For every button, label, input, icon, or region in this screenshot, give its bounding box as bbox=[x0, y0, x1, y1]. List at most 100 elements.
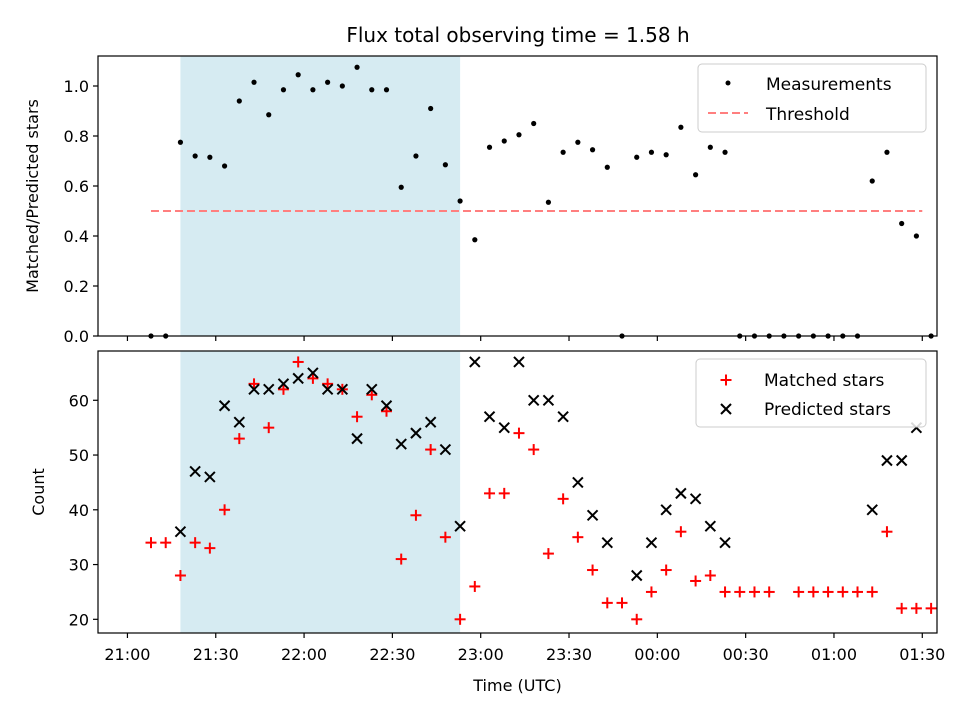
xtick-label: 22:30 bbox=[369, 645, 415, 664]
matched-star-point bbox=[366, 389, 378, 401]
predicted-star-point bbox=[263, 383, 275, 396]
measurement-point bbox=[177, 139, 184, 145]
matched-star-point bbox=[866, 586, 878, 598]
bottom-legend-box bbox=[695, 358, 927, 428]
measurement-point bbox=[442, 162, 448, 168]
xtick-label: 00:30 bbox=[723, 645, 769, 664]
measurement-point bbox=[663, 152, 669, 158]
matched-star-point bbox=[557, 493, 569, 505]
matched-star-point bbox=[881, 526, 893, 538]
matched-star-point bbox=[910, 602, 922, 614]
matched-star-point bbox=[675, 526, 687, 538]
predicted-star-point bbox=[218, 400, 231, 412]
matched-star-point bbox=[542, 548, 554, 560]
predicted-star-point bbox=[498, 421, 510, 434]
legend-marker-measurements bbox=[725, 80, 731, 86]
top-ytick-label: 0.8 bbox=[64, 127, 89, 146]
predicted-star-point bbox=[586, 509, 599, 521]
matched-star-point bbox=[174, 570, 186, 582]
bottom-ytick-label: 30 bbox=[69, 556, 89, 575]
matched-star-point bbox=[690, 575, 702, 587]
predicted-star-point bbox=[704, 520, 717, 532]
measurement-point bbox=[693, 172, 699, 178]
predicted-star-point bbox=[527, 394, 540, 406]
xtick-label: 21:00 bbox=[104, 645, 150, 664]
predicted-star-point bbox=[542, 394, 555, 406]
legend-plus-marker bbox=[720, 374, 732, 386]
matched-star-point bbox=[601, 597, 613, 609]
measurement-point bbox=[369, 87, 375, 93]
top-ytick-label: 1.0 bbox=[64, 77, 89, 96]
matched-star-point bbox=[498, 487, 510, 499]
matched-star-point bbox=[189, 537, 201, 549]
xtick-label: 00:00 bbox=[634, 645, 680, 664]
matched-star-point bbox=[616, 597, 628, 609]
predicted-star-point bbox=[469, 356, 481, 368]
predicted-star-point bbox=[174, 525, 187, 538]
predicted-star-point bbox=[557, 411, 569, 423]
predicted-star-point bbox=[410, 427, 422, 439]
matched-star-point bbox=[528, 444, 540, 456]
legend-x-marker bbox=[720, 403, 732, 415]
matched-star-point bbox=[704, 570, 716, 582]
measurement-point bbox=[604, 164, 610, 170]
predicted-star-point bbox=[366, 383, 378, 396]
top-ytick-label: 0.4 bbox=[64, 227, 89, 246]
measurement-point bbox=[516, 132, 522, 138]
bottom-ytick-label: 60 bbox=[69, 391, 89, 410]
measurement-point bbox=[589, 147, 596, 153]
matched-star-point bbox=[645, 586, 657, 598]
predicted-star-point bbox=[277, 378, 290, 390]
top-shaded-region bbox=[180, 56, 461, 336]
top-ytick-label: 0.0 bbox=[64, 327, 89, 346]
xtick-label: 21:30 bbox=[193, 645, 239, 664]
matched-star-point bbox=[896, 602, 908, 614]
measurement-point bbox=[501, 138, 507, 144]
matched-star-point bbox=[837, 586, 849, 598]
predicted-star-point bbox=[336, 383, 349, 396]
chart-title: Flux total observing time = 1.58 h bbox=[346, 23, 689, 47]
matched-star-point bbox=[454, 613, 466, 625]
measurement-point bbox=[207, 154, 213, 160]
measurement-point bbox=[413, 153, 419, 159]
matched-star-point bbox=[587, 564, 599, 576]
measurement-point bbox=[531, 120, 537, 127]
top-legend: Measurements Threshold bbox=[697, 63, 927, 133]
measurement-point bbox=[236, 98, 242, 104]
matched-star-point bbox=[425, 444, 437, 456]
measurement-point bbox=[472, 237, 478, 243]
bottom-legend: Matched stars Predicted stars bbox=[695, 358, 927, 428]
legend-label-threshold: Threshold bbox=[765, 105, 850, 125]
predicted-star-point bbox=[248, 383, 260, 396]
predicted-star-point bbox=[675, 487, 687, 500]
predicted-star-point bbox=[572, 476, 584, 489]
measurement-point bbox=[899, 220, 905, 227]
measurement-point bbox=[192, 153, 198, 159]
measurement-point bbox=[280, 87, 287, 93]
matched-star-point bbox=[631, 613, 643, 625]
predicted-star-point bbox=[321, 383, 334, 396]
matched-star-point bbox=[763, 586, 775, 598]
bottom-ytick-label: 20 bbox=[69, 610, 89, 629]
matched-star-point bbox=[410, 509, 422, 521]
predicted-star-point bbox=[645, 536, 658, 549]
predicted-star-point bbox=[189, 465, 201, 478]
measurement-point bbox=[221, 163, 228, 169]
predicted-star-point bbox=[380, 400, 393, 412]
matched-star-point bbox=[160, 537, 172, 549]
measurement-point bbox=[575, 139, 581, 145]
measurement-point bbox=[707, 144, 713, 150]
matched-star-point bbox=[277, 383, 289, 395]
bottom-y-axis-label: Count bbox=[29, 468, 48, 516]
predicted-star-point bbox=[660, 504, 672, 516]
matched-star-point bbox=[292, 356, 304, 368]
matched-star-point bbox=[233, 433, 245, 445]
matched-star-point bbox=[660, 564, 672, 576]
legend-marker-predicted bbox=[720, 403, 732, 415]
matched-star-point bbox=[395, 553, 407, 565]
predicted-star-point bbox=[307, 367, 319, 379]
matched-star-point bbox=[204, 542, 216, 554]
matched-star-point bbox=[484, 487, 496, 499]
measurement-point bbox=[545, 199, 552, 205]
legend-label-predicted: Predicted stars bbox=[764, 400, 891, 420]
